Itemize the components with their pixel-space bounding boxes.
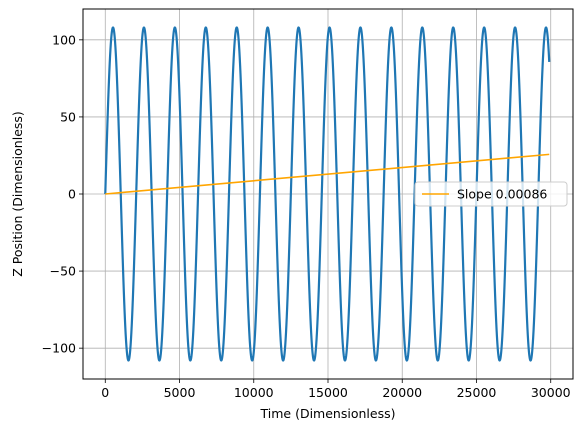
slope-series-line: [105, 153, 550, 195]
y-tick-label: 50: [60, 109, 76, 124]
x-tick-label: 0: [101, 385, 109, 400]
legend: Slope 0.00086: [414, 181, 568, 207]
legend-box: [414, 181, 568, 207]
x-tick-label: 30000: [531, 385, 571, 400]
y-axis-label: Z Position (Dimensionless): [10, 111, 25, 277]
axis-ticks: 0 5000 10000 15000 20000 25000 30000 −100 −50 0 50…: [42, 32, 571, 400]
x-tick-label: 20000: [382, 385, 422, 400]
legend-label: Slope 0.00086: [457, 187, 547, 202]
y-tick-label: 100: [52, 32, 76, 47]
y-tick-label: 0: [68, 187, 76, 202]
x-tick-label: 15000: [308, 385, 348, 400]
y-tick-label: −100: [42, 341, 76, 356]
oscillation-series-line: [104, 26, 551, 362]
plot-series: [104, 26, 551, 362]
y-tick-label: −50: [50, 264, 76, 279]
x-tick-label: 10000: [234, 385, 274, 400]
x-tick-label: 5000: [164, 385, 196, 400]
x-tick-label: 25000: [457, 385, 497, 400]
x-axis-label: Time (Dimensionless): [260, 406, 396, 421]
